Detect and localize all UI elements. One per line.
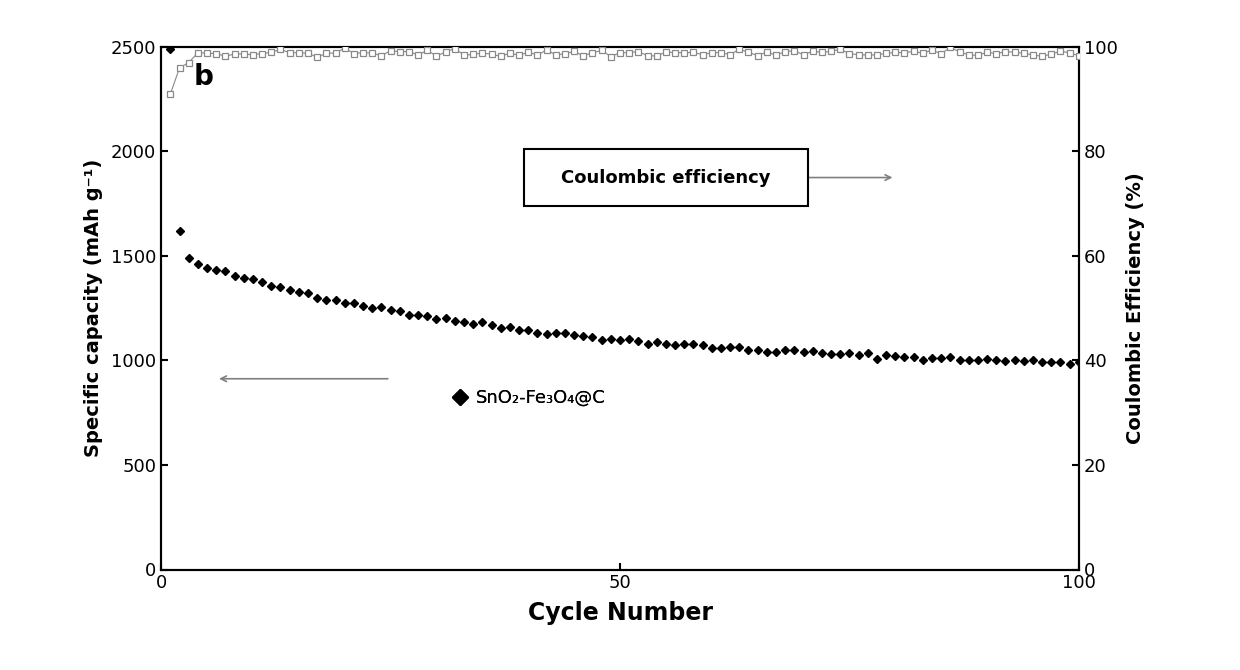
X-axis label: Cycle Number: Cycle Number (527, 601, 713, 624)
Y-axis label: Coulombic Efficiency (%): Coulombic Efficiency (%) (1126, 172, 1145, 444)
Text: b: b (193, 62, 213, 90)
Y-axis label: Specific capacity (mAh g⁻¹): Specific capacity (mAh g⁻¹) (83, 159, 103, 458)
Legend: SnO₂-Fe₃O₄@C: SnO₂-Fe₃O₄@C (445, 382, 613, 414)
FancyBboxPatch shape (523, 149, 808, 206)
Text: Coulombic efficiency: Coulombic efficiency (562, 169, 770, 186)
